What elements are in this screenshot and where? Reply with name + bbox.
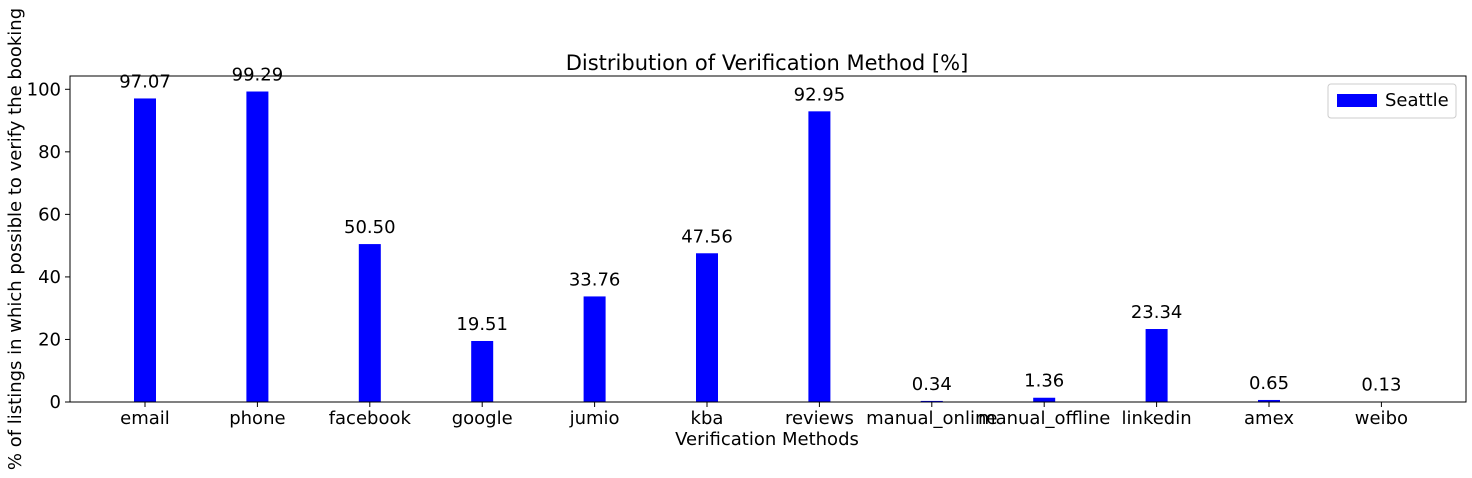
bar-amex — [1258, 399, 1280, 402]
y-axis: 0 20 40 60 80 100 — [27, 79, 70, 413]
data-label-reviews: 92.95 — [794, 84, 846, 105]
x-tick-label-weibo: weibo — [1355, 408, 1408, 429]
data-label-google: 19.51 — [456, 314, 508, 335]
data-label-manual_offline: 1.36 — [1024, 371, 1064, 392]
x-tick-label-google: google — [452, 408, 513, 429]
data-label-email: 97.07 — [119, 71, 171, 92]
bar-linkedin — [1145, 329, 1168, 402]
x-tick-label-kba: kba — [691, 408, 724, 429]
bars-group — [134, 91, 1393, 402]
y-tick-label: 20 — [38, 329, 61, 350]
x-tick-label-facebook: facebook — [329, 408, 412, 429]
bar-manual_online — [920, 400, 943, 402]
y-axis-label: % of listings in which possible to verif… — [5, 8, 26, 470]
data-label-weibo: 0.13 — [1361, 375, 1401, 396]
data-label-phone: 99.29 — [232, 65, 284, 86]
data-label-linkedin: 23.34 — [1131, 302, 1183, 323]
x-tick-label-jumio: jumio — [569, 408, 620, 429]
y-tick-label: 100 — [27, 79, 61, 100]
x-tick-label-reviews: reviews — [785, 408, 854, 429]
data-label-facebook: 50.50 — [344, 217, 396, 238]
x-tick-label-phone: phone — [229, 408, 285, 429]
y-tick-label: 60 — [38, 204, 61, 225]
y-tick-label: 80 — [38, 142, 61, 163]
y-tick-label: 0 — [50, 392, 61, 413]
bar-kba — [696, 253, 718, 402]
y-tick-label: 40 — [38, 267, 61, 288]
x-tick-label-linkedin: linkedin — [1122, 408, 1192, 429]
x-axis: email phone facebook google jumio kba reviews m… — [120, 402, 1408, 429]
bar-email — [134, 98, 156, 402]
x-tick-label-manual_online: manual_online — [866, 408, 997, 429]
plot-frame — [69, 75, 1467, 403]
bar-manual_offline — [1033, 397, 1056, 402]
legend-label: Seattle — [1385, 90, 1449, 111]
bar-phone — [246, 91, 269, 402]
bar-jumio — [583, 296, 606, 402]
data-label-amex: 0.65 — [1249, 373, 1289, 394]
data-label-jumio: 33.76 — [569, 269, 621, 290]
data-labels-group: 97.07 99.29 50.50 19.51 33.76 47.56 92.95 0.34 1… — [119, 65, 1401, 396]
bar-google — [471, 340, 494, 402]
x-tick-label-email: email — [120, 408, 170, 429]
legend-swatch — [1337, 94, 1377, 107]
legend: Seattle — [1327, 83, 1457, 119]
data-label-manual_online: 0.34 — [912, 374, 952, 395]
legend-frame — [1327, 83, 1457, 119]
x-tick-label-manual_offline: manual_offline — [978, 408, 1110, 429]
bar-facebook — [358, 244, 381, 402]
data-label-kba: 47.56 — [681, 226, 733, 247]
bar-reviews — [808, 111, 831, 402]
x-tick-label-amex: amex — [1244, 408, 1294, 429]
chart-title: Distribution of Verification Method [%] — [566, 51, 969, 75]
x-axis-label: Verification Methods — [675, 429, 859, 450]
